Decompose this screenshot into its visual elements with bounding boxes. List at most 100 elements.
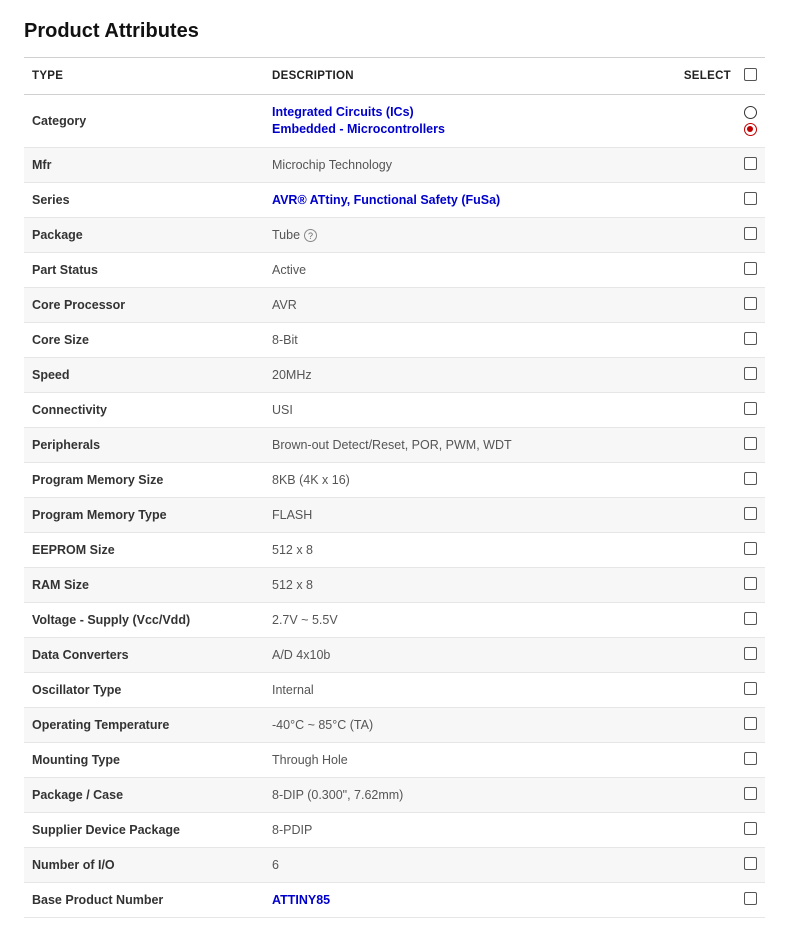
spacer (676, 357, 735, 392)
attr-type: Data Converters (24, 637, 264, 672)
attr-type: Core Size (24, 322, 264, 357)
select-cell (735, 742, 765, 777)
row-checkbox[interactable] (744, 437, 757, 450)
select-cell (735, 672, 765, 707)
row-checkbox[interactable] (744, 717, 757, 730)
category-link-1[interactable]: Integrated Circuits (ICs) (272, 104, 668, 121)
spacer (676, 147, 735, 182)
attr-link[interactable]: ATTINY85 (272, 893, 330, 907)
select-all-checkbox[interactable] (744, 68, 757, 81)
spacer (676, 497, 735, 532)
table-row: PeripheralsBrown-out Detect/Reset, POR, … (24, 427, 765, 462)
row-checkbox[interactable] (744, 682, 757, 695)
attr-desc: 6 (264, 847, 676, 882)
row-checkbox[interactable] (744, 542, 757, 555)
select-cell (735, 322, 765, 357)
table-row: Number of I/O6 (24, 847, 765, 882)
table-row-category: Category Integrated Circuits (ICs) Embed… (24, 95, 765, 148)
attr-desc: 2.7V ~ 5.5V (264, 602, 676, 637)
row-checkbox[interactable] (744, 612, 757, 625)
attr-type: Number of I/O (24, 847, 264, 882)
row-checkbox[interactable] (744, 647, 757, 660)
attributes-table: TYPE DESCRIPTION SELECT Category Integra… (24, 57, 765, 918)
row-checkbox[interactable] (744, 857, 757, 870)
attr-desc: Through Hole (264, 742, 676, 777)
select-cell (735, 777, 765, 812)
select-cell (735, 637, 765, 672)
select-cell (735, 847, 765, 882)
select-cell (735, 497, 765, 532)
row-checkbox[interactable] (744, 507, 757, 520)
attr-link[interactable]: AVR® ATtiny, Functional Safety (FuSa) (272, 193, 500, 207)
table-row: Package / Case8-DIP (0.300", 7.62mm) (24, 777, 765, 812)
col-select-all (735, 58, 765, 95)
select-cell (735, 462, 765, 497)
select-cell (735, 602, 765, 637)
row-checkbox[interactable] (744, 262, 757, 275)
attr-desc: AVR (264, 287, 676, 322)
table-row: Supplier Device Package8-PDIP (24, 812, 765, 847)
table-row: Program Memory Size8KB (4K x 16) (24, 462, 765, 497)
table-row: PackageTube? (24, 217, 765, 252)
spacer (676, 217, 735, 252)
spacer (676, 462, 735, 497)
row-checkbox[interactable] (744, 402, 757, 415)
row-checkbox[interactable] (744, 892, 757, 905)
spacer (676, 567, 735, 602)
attr-desc: 512 x 8 (264, 567, 676, 602)
row-checkbox[interactable] (744, 787, 757, 800)
attr-desc: Internal (264, 672, 676, 707)
category-link-2[interactable]: Embedded - Microcontrollers (272, 121, 668, 138)
row-checkbox[interactable] (744, 367, 757, 380)
select-cell (735, 707, 765, 742)
table-row: Operating Temperature-40°C ~ 85°C (TA) (24, 707, 765, 742)
attr-type: Peripherals (24, 427, 264, 462)
row-checkbox[interactable] (744, 297, 757, 310)
help-icon[interactable]: ? (304, 229, 317, 242)
attr-desc: 8-DIP (0.300", 7.62mm) (264, 777, 676, 812)
select-cell (735, 217, 765, 252)
select-cell (735, 182, 765, 217)
attr-type: Base Product Number (24, 882, 264, 917)
row-checkbox[interactable] (744, 752, 757, 765)
table-header-row: TYPE DESCRIPTION SELECT (24, 58, 765, 95)
spacer (676, 252, 735, 287)
attr-desc: 8-Bit (264, 322, 676, 357)
attr-type: Series (24, 182, 264, 217)
attr-type: Speed (24, 357, 264, 392)
select-cell (735, 812, 765, 847)
attr-type: Connectivity (24, 392, 264, 427)
table-row: EEPROM Size512 x 8 (24, 532, 765, 567)
table-row: Part StatusActive (24, 252, 765, 287)
table-row: Oscillator TypeInternal (24, 672, 765, 707)
select-cell (735, 147, 765, 182)
spacer (676, 777, 735, 812)
attr-desc: A/D 4x10b (264, 637, 676, 672)
spacer (676, 392, 735, 427)
select-cell (735, 882, 765, 917)
category-radio-1[interactable] (744, 106, 757, 119)
row-checkbox[interactable] (744, 577, 757, 590)
select-cell (735, 567, 765, 602)
attr-type: Supplier Device Package (24, 812, 264, 847)
attr-desc: 512 x 8 (264, 532, 676, 567)
row-checkbox[interactable] (744, 192, 757, 205)
page-title: Product Attributes (24, 20, 765, 43)
row-checkbox[interactable] (744, 822, 757, 835)
select-cell (735, 357, 765, 392)
attr-type: Voltage - Supply (Vcc/Vdd) (24, 602, 264, 637)
table-row: Core Size8-Bit (24, 322, 765, 357)
select-cell (735, 532, 765, 567)
select-cell (735, 95, 765, 148)
select-cell (735, 287, 765, 322)
category-radio-2[interactable] (744, 123, 757, 136)
row-checkbox[interactable] (744, 472, 757, 485)
col-select: SELECT (676, 58, 735, 95)
row-checkbox[interactable] (744, 227, 757, 240)
row-checkbox[interactable] (744, 332, 757, 345)
row-checkbox[interactable] (744, 157, 757, 170)
attr-desc: Brown-out Detect/Reset, POR, PWM, WDT (264, 427, 676, 462)
col-type: TYPE (24, 58, 264, 95)
attr-type: Program Memory Type (24, 497, 264, 532)
table-row: Base Product Number ATTINY85 (24, 882, 765, 917)
